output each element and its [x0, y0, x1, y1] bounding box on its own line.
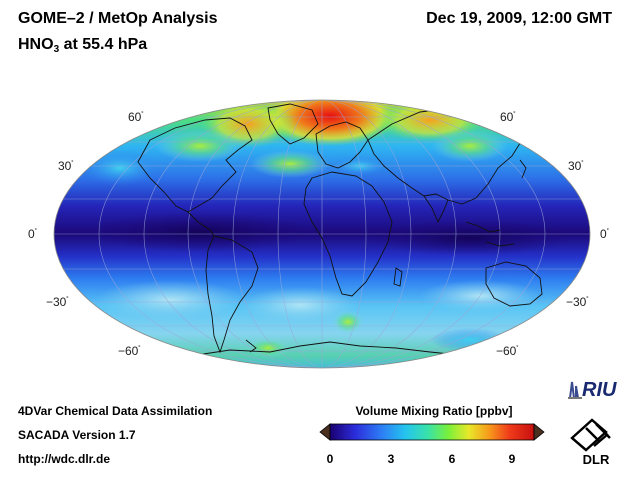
lat-label-right-30: 30˚	[568, 159, 584, 173]
hno3-field	[54, 100, 590, 368]
lat-label-right-0: 0˚	[600, 227, 610, 241]
colorbar-gradient	[329, 423, 535, 441]
footer-method: 4DVar Chemical Data Assimilation	[18, 404, 213, 418]
lat-label-left-0: 0˚	[28, 227, 38, 241]
lat-label-left-minus60: −60˚	[118, 344, 141, 358]
analysis-datetime: Dec 19, 2009, 12:00 GMT	[426, 10, 612, 27]
dlr-logo: DLR	[570, 418, 611, 466]
colorbar-tick-6: 6	[448, 452, 456, 466]
colorbar-over-arrow	[533, 423, 545, 441]
species-suffix: at 55.4 hPa	[59, 36, 148, 53]
colorbar-tick-0: 0	[326, 452, 334, 466]
species-subscript: 3	[53, 44, 60, 55]
lat-label-right-60: 60˚	[500, 110, 516, 124]
map-title: GOME–2 / MetOp Analysis	[18, 10, 218, 27]
globe-outline	[53, 99, 591, 369]
colorbar-title: Volume Mixing Ratio [ppbv]	[355, 404, 513, 418]
colorbar-tick-3: 3	[387, 452, 395, 466]
lat-label-right-minus30: −30˚	[566, 295, 589, 309]
colorbar	[319, 423, 545, 441]
footer-version: SACADA Version 1.7	[18, 428, 136, 442]
dlr-logo-text: DLR	[583, 452, 610, 466]
species-prefix: HNO	[18, 36, 54, 53]
riu-logo: RIU	[568, 379, 617, 401]
riu-logo-text: RIU	[582, 379, 617, 401]
lat-label-left-minus30: −30˚	[46, 295, 69, 309]
lat-label-left-60: 60˚	[128, 110, 144, 124]
species-label: HNO3 at 55.4 hPa	[18, 36, 147, 55]
colorbar-under-arrow	[319, 423, 331, 441]
mollweide-map	[53, 99, 591, 369]
lat-label-right-minus60: −60˚	[496, 344, 519, 358]
footer-url[interactable]: http://wdc.dlr.de	[18, 452, 110, 466]
colorbar-tick-9: 9	[508, 452, 516, 466]
lat-label-left-30: 30˚	[58, 159, 74, 173]
